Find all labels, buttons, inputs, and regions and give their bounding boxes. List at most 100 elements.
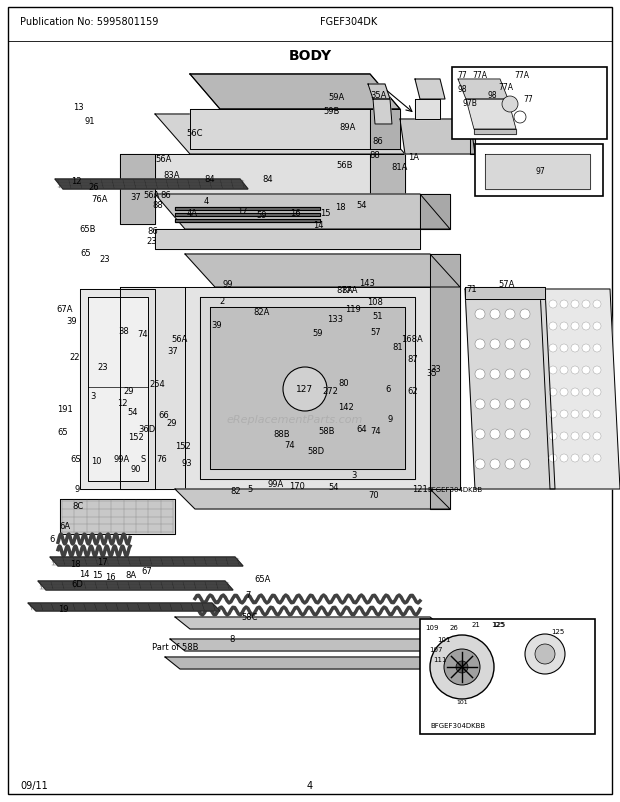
- Circle shape: [571, 367, 579, 375]
- Text: BODY: BODY: [288, 49, 332, 63]
- Circle shape: [549, 301, 557, 309]
- Text: 87A: 87A: [337, 286, 353, 295]
- Polygon shape: [415, 100, 440, 119]
- Polygon shape: [60, 500, 175, 534]
- Text: 121: 121: [412, 485, 428, 494]
- Circle shape: [505, 339, 515, 350]
- Circle shape: [571, 301, 579, 309]
- Text: 77A: 77A: [498, 83, 513, 92]
- Polygon shape: [200, 298, 415, 480]
- Text: 83A: 83A: [164, 170, 180, 180]
- Text: 54: 54: [329, 483, 339, 492]
- Text: 54: 54: [356, 201, 367, 210]
- Text: 88: 88: [370, 152, 381, 160]
- Text: 133: 133: [327, 315, 343, 324]
- Polygon shape: [190, 75, 400, 110]
- Text: 74: 74: [285, 441, 295, 450]
- Text: 86: 86: [148, 227, 158, 237]
- Text: 3: 3: [91, 392, 95, 401]
- Text: 66: 66: [159, 411, 169, 420]
- Text: 111: 111: [433, 656, 447, 662]
- Polygon shape: [28, 603, 220, 611]
- Circle shape: [490, 399, 500, 410]
- Text: 77A: 77A: [515, 71, 529, 80]
- Circle shape: [593, 455, 601, 463]
- Text: 29: 29: [167, 419, 177, 428]
- Polygon shape: [368, 85, 390, 100]
- Circle shape: [505, 310, 515, 320]
- Text: 29: 29: [124, 387, 135, 396]
- Text: 84: 84: [205, 176, 215, 184]
- Polygon shape: [170, 639, 440, 651]
- Text: 09/11: 09/11: [20, 780, 48, 790]
- Text: 62: 62: [408, 387, 419, 396]
- Text: 23: 23: [147, 237, 157, 246]
- Polygon shape: [465, 288, 545, 300]
- Circle shape: [582, 388, 590, 396]
- Text: 87: 87: [407, 355, 419, 364]
- Polygon shape: [175, 214, 320, 217]
- Text: 152: 152: [128, 433, 144, 442]
- Circle shape: [475, 310, 485, 320]
- Text: 56A: 56A: [156, 156, 172, 164]
- Circle shape: [520, 460, 530, 469]
- Text: 39: 39: [211, 321, 223, 330]
- Circle shape: [475, 339, 485, 350]
- Text: 67: 67: [141, 567, 153, 576]
- Polygon shape: [458, 80, 508, 100]
- Circle shape: [520, 339, 530, 350]
- Text: 38: 38: [118, 327, 130, 336]
- Polygon shape: [465, 290, 555, 489]
- Circle shape: [475, 429, 485, 439]
- Text: 17: 17: [97, 558, 107, 567]
- Polygon shape: [370, 110, 400, 150]
- Text: 88: 88: [153, 200, 164, 209]
- Circle shape: [593, 388, 601, 396]
- Text: 15: 15: [92, 571, 102, 580]
- Polygon shape: [485, 155, 590, 190]
- Text: 16: 16: [290, 209, 300, 217]
- Text: S: S: [140, 455, 146, 464]
- Text: 89A: 89A: [340, 124, 356, 132]
- Text: 6S: 6S: [71, 455, 81, 464]
- Circle shape: [560, 411, 568, 419]
- Text: 98: 98: [487, 91, 497, 100]
- Text: 74: 74: [371, 427, 381, 436]
- Polygon shape: [120, 288, 185, 489]
- Text: 142: 142: [338, 403, 354, 412]
- Text: 23: 23: [98, 363, 108, 372]
- Circle shape: [456, 661, 468, 673]
- Text: 67A: 67A: [57, 305, 73, 314]
- Text: 81: 81: [392, 343, 404, 352]
- Text: 109: 109: [425, 624, 439, 630]
- Text: 99A: 99A: [114, 455, 130, 464]
- Polygon shape: [370, 155, 405, 195]
- Text: 99: 99: [223, 280, 233, 290]
- Text: 39: 39: [67, 317, 78, 326]
- Text: 70: 70: [369, 491, 379, 500]
- Text: 4: 4: [307, 780, 313, 790]
- Text: 64: 64: [356, 425, 367, 434]
- Text: FGEF304DK: FGEF304DK: [320, 17, 377, 27]
- Text: 9: 9: [74, 485, 79, 494]
- Polygon shape: [190, 75, 400, 110]
- Circle shape: [520, 429, 530, 439]
- Circle shape: [549, 322, 557, 330]
- Polygon shape: [80, 290, 155, 489]
- Polygon shape: [470, 119, 475, 155]
- Polygon shape: [55, 180, 248, 190]
- Text: 57A: 57A: [499, 280, 515, 290]
- Text: 127: 127: [296, 385, 314, 394]
- Text: 56C: 56C: [187, 129, 203, 138]
- Text: 125: 125: [492, 622, 505, 627]
- Text: 90: 90: [131, 465, 141, 474]
- Circle shape: [571, 455, 579, 463]
- Text: 26: 26: [89, 184, 99, 192]
- Text: 65B: 65B: [80, 225, 96, 234]
- Text: 8A: 8A: [125, 571, 136, 580]
- Polygon shape: [155, 229, 420, 249]
- Bar: [420, 619, 595, 734]
- Circle shape: [549, 345, 557, 353]
- Text: 17: 17: [237, 207, 247, 217]
- Text: 76: 76: [157, 455, 167, 464]
